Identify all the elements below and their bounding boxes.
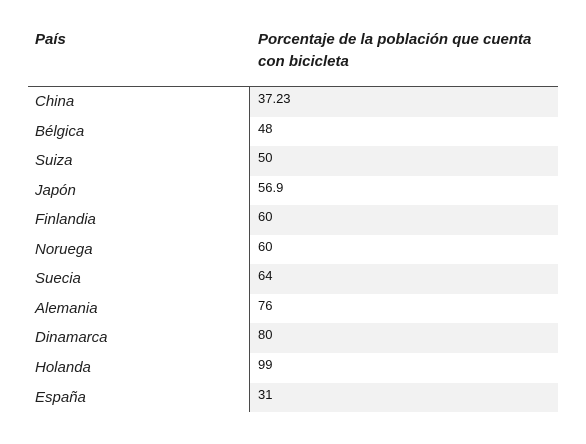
table-row: China 37.23 — [28, 87, 558, 117]
country-cell: Bélgica — [35, 122, 85, 140]
value-cell: 31 — [258, 386, 273, 402]
row-shading — [250, 176, 558, 206]
country-cell: China — [35, 93, 75, 110]
value-cell: 48 — [258, 120, 273, 136]
row-shading — [250, 87, 558, 117]
row-shading — [250, 264, 558, 294]
bicycle-ownership-table: País Porcentaje de la población que cuen… — [28, 0, 558, 444]
country-cell: Holanda — [35, 358, 91, 376]
country-cell: Suecia — [35, 270, 81, 288]
table-row: España 31 — [28, 382, 558, 413]
country-cell: Alemania — [35, 299, 98, 317]
table-body: China 37.23 Bélgica 48 Suiza 50 Japón 56… — [28, 87, 558, 413]
value-cell: 64 — [258, 268, 273, 284]
table-row: Japón 56.9 — [28, 176, 558, 206]
table-row: Bélgica 48 — [28, 117, 558, 147]
table-row: Alemania 76 — [28, 294, 558, 324]
country-cell: Dinamarca — [35, 329, 108, 347]
table-header: País Porcentaje de la población que cuen… — [28, 0, 558, 87]
country-cell: Suiza — [35, 152, 73, 170]
row-shading — [250, 323, 558, 353]
column-header-percent: Porcentaje de la población que cuenta co… — [258, 31, 532, 70]
country-cell: Noruega — [35, 240, 93, 258]
value-cell: 80 — [258, 327, 273, 343]
value-cell: 99 — [258, 356, 273, 372]
value-cell: 50 — [258, 150, 273, 166]
row-shading — [250, 294, 558, 324]
row-shading — [250, 205, 558, 235]
table-row: Finlandia 60 — [28, 205, 558, 235]
column-divider — [249, 87, 250, 412]
value-cell: 60 — [258, 238, 273, 254]
country-cell: España — [35, 388, 86, 406]
row-shading — [250, 235, 558, 265]
country-cell: Finlandia — [35, 211, 96, 229]
row-shading — [250, 117, 558, 147]
column-header-country: País — [35, 31, 66, 48]
value-cell: 37.23 — [258, 91, 291, 106]
row-shading — [250, 353, 558, 383]
value-cell: 76 — [258, 297, 273, 313]
table-row: Suecia 64 — [28, 264, 558, 294]
row-shading — [250, 382, 558, 413]
value-cell: 56.9 — [258, 179, 284, 195]
table-row: Suiza 50 — [28, 146, 558, 176]
table-row: Dinamarca 80 — [28, 323, 558, 353]
table-row: Holanda 99 — [28, 353, 558, 383]
value-cell: 60 — [258, 209, 273, 225]
country-cell: Japón — [35, 181, 76, 199]
table-row: Noruega 60 — [28, 235, 558, 265]
row-shading — [250, 146, 558, 176]
